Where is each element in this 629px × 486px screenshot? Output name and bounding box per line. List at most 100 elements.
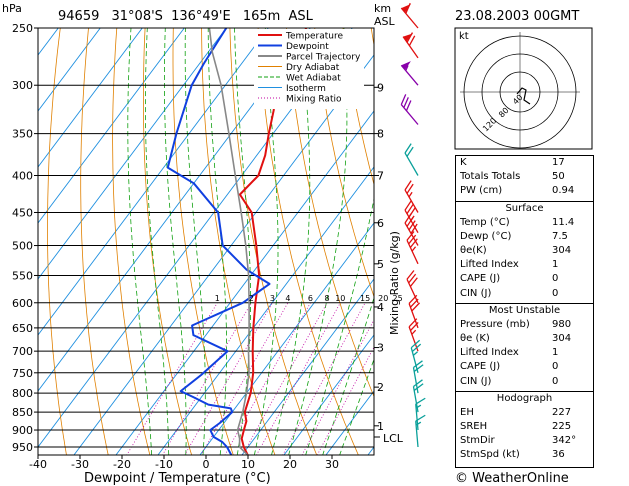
- km-unit: km: [374, 2, 391, 15]
- index-key: CIN (J): [460, 287, 492, 299]
- mixing-ratio-label: 3: [270, 294, 275, 303]
- pressure-tick-label: 650: [12, 322, 33, 335]
- legend-label: Mixing Ratio: [286, 95, 342, 105]
- wind-barb: [406, 270, 419, 304]
- wind-barb-flag: [415, 397, 426, 405]
- wind-barb-shaft: [406, 239, 419, 265]
- index-row: PW (cm) 0.94: [460, 185, 590, 199]
- wind-barb-flag: [410, 298, 419, 308]
- wind-barb-half: [415, 421, 422, 426]
- isotherm-line: [241, 278, 374, 455]
- section-divider: [456, 302, 593, 304]
- pressure-tick-label: 350: [12, 128, 33, 141]
- index-key: SREH: [460, 421, 488, 432]
- mixing-ratio-label: 8: [325, 294, 330, 303]
- mixing-ratio-label: 15: [360, 294, 370, 303]
- wind-barb-flag: [406, 216, 414, 227]
- station-title: 94659 31°08'S 136°49'E 165m ASL: [58, 9, 314, 24]
- index-row: SREH 225: [460, 421, 590, 435]
- wind-barb-flag: [415, 414, 426, 422]
- legend-label: Temperature: [285, 32, 343, 42]
- height-km-label: 1: [377, 420, 384, 433]
- wind-barb-flag: [410, 321, 419, 331]
- height-km-label: 7: [377, 170, 384, 183]
- index-row: CAPE (J) 0: [460, 361, 590, 375]
- wind-barb-flag: [400, 94, 407, 105]
- wind-barb-flag: [404, 143, 412, 154]
- pressure-tick-label: 850: [12, 406, 33, 419]
- wind-barb-flag: [408, 273, 417, 284]
- wind-barb: [400, 94, 419, 125]
- dry-adiabat-line: [80, 28, 109, 455]
- wind-barbs: [400, 2, 426, 448]
- isotherm-line: [0, 0, 69, 463]
- legend-label: Dewpoint: [286, 42, 329, 52]
- pressure-tick-label: 250: [12, 22, 33, 35]
- pressure-tick-label: 700: [12, 345, 33, 358]
- wind-barb-flag: [409, 238, 418, 248]
- isotherm-line: [283, 334, 374, 455]
- legend-label: Isotherm: [286, 84, 326, 94]
- pressure-tick-label: 900: [12, 424, 33, 437]
- index-key: StmDir: [460, 435, 495, 447]
- section-title: Hodograph: [496, 392, 553, 404]
- pressure-tick-label: 300: [12, 79, 33, 92]
- wet-adiabat-line: [163, 28, 187, 455]
- mixing-ratio-line: [184, 302, 273, 455]
- index-value: 227: [552, 406, 572, 418]
- x-axis-label: Dewpoint / Temperature (°C): [84, 471, 271, 486]
- wind-barb-shaft: [400, 7, 419, 29]
- index-key: K: [460, 157, 467, 168]
- wind-barb-flag: [408, 234, 417, 245]
- pressure-unit: hPa: [2, 2, 22, 15]
- wind-barb-half: [411, 329, 417, 335]
- temperature-tick-label: 30: [325, 458, 339, 471]
- mixing-ratio-line: [162, 302, 252, 455]
- index-row: θe (K) 304: [460, 333, 590, 347]
- index-value: 0: [552, 361, 559, 373]
- wind-barb-flag: [406, 270, 415, 280]
- series-parcel-trajectory: [208, 28, 250, 455]
- wind-barb-shaft: [400, 64, 419, 86]
- wind-barb-shaft: [415, 421, 419, 448]
- index-row: CAPE (J) 0: [460, 273, 590, 287]
- index-row: StmDir 342°: [460, 435, 590, 449]
- pressure-tick-label: 550: [12, 269, 33, 282]
- index-key: θe(K): [460, 245, 487, 256]
- pressure-tick-label: 450: [12, 206, 33, 219]
- wind-barb-shaft: [404, 209, 419, 234]
- section-title: Most Unstable: [488, 304, 561, 316]
- legend-label: Wet Adiabat: [286, 74, 341, 84]
- wind-barb-flag: [404, 213, 412, 224]
- wind-barb-flag: [410, 223, 418, 234]
- index-key: CAPE (J): [460, 361, 501, 373]
- index-row: Lifted Index 1: [460, 259, 590, 273]
- index-key: Lifted Index: [460, 259, 519, 271]
- mixing-ratio-lines: [126, 302, 374, 455]
- isotherm-line: [199, 222, 374, 455]
- pressure-tick-label: 750: [12, 367, 33, 380]
- index-row: CIN (J) 0: [460, 288, 590, 302]
- isotherm-line: [38, 28, 101, 112]
- wind-barb-flag: [408, 220, 416, 231]
- wind-barb-half: [415, 404, 422, 409]
- height-km-labels: 9 8 7 6 5 4 3 2 1: [374, 81, 384, 433]
- pressure-tick-label: 500: [12, 240, 33, 253]
- wind-barb-flag: [406, 183, 414, 194]
- wind-barb-half: [412, 351, 418, 356]
- index-value: 342°: [552, 435, 577, 447]
- mixing-ratio-label: 1: [215, 294, 220, 303]
- section-title: Surface: [505, 202, 544, 214]
- pressure-tick-label: 600: [12, 297, 33, 310]
- wind-barb-flag: [409, 277, 418, 287]
- index-row: Temp (°C) 11.4: [460, 217, 590, 231]
- dry-adiabat-line: [601, 0, 629, 463]
- wind-barb-flag: [406, 32, 413, 43]
- wind-barb: [402, 32, 419, 59]
- index-row: Lifted Index 1: [460, 347, 590, 361]
- hodograph-trace: [516, 87, 531, 105]
- height-km-label: 3: [377, 342, 384, 355]
- mixing-ratio-label: 6: [308, 294, 313, 303]
